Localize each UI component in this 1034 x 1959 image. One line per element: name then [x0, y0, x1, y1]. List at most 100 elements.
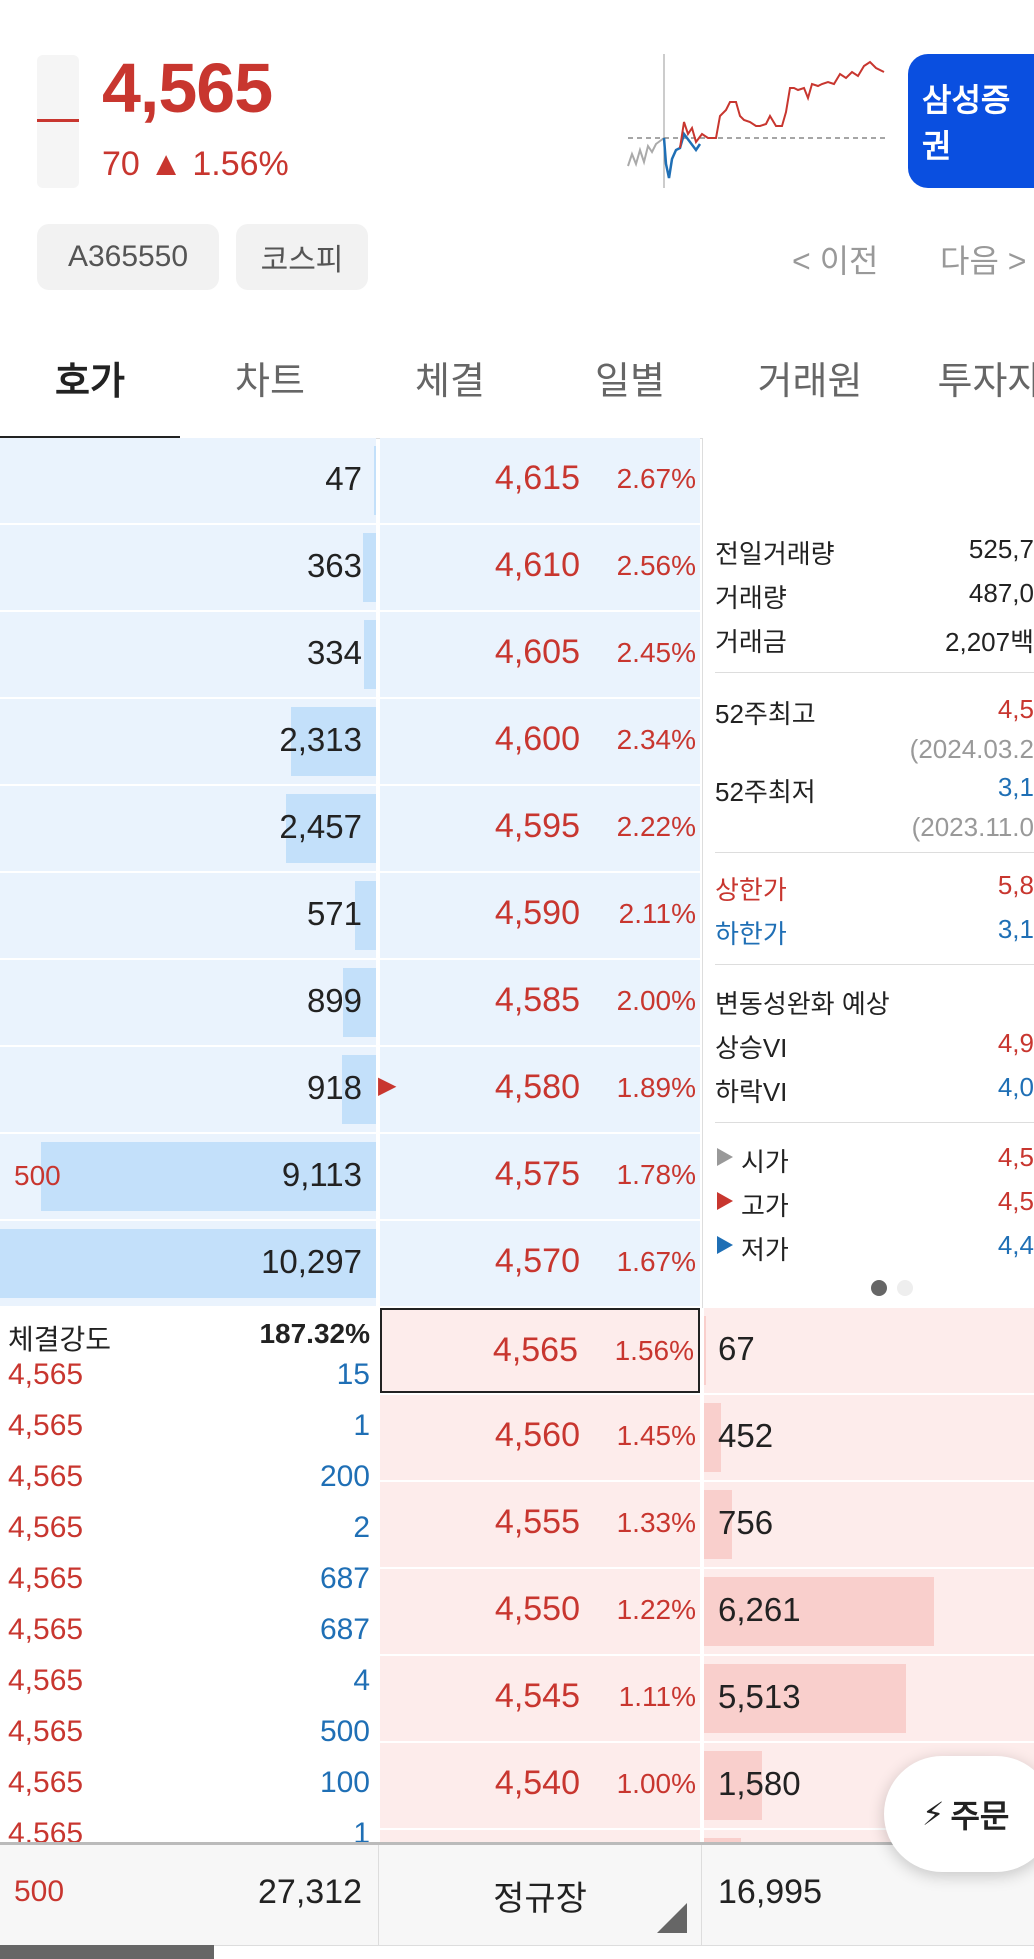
bid-volume: 6,261 [718, 1591, 801, 1628]
tab-2[interactable]: 체결 [415, 361, 485, 403]
ask-row[interactable]: 47 4,615 2.67% [0, 438, 1034, 525]
ask-price-cell[interactable]: 4,610 2.56% [380, 525, 700, 610]
tick-price: 4,565 [8, 1460, 84, 1493]
ask-row[interactable]: 899 4,585 2.00% [0, 960, 1034, 1047]
tick-volume: 687 [319, 1613, 370, 1646]
ask-total: 27,312 [258, 1873, 362, 1911]
ask-volume-cell[interactable]: 2,457 [0, 786, 376, 871]
ask-price-cell[interactable]: 4,595 2.22% [380, 786, 700, 871]
ask-pct: 2.56% [616, 550, 696, 581]
tab-3[interactable]: 일별 [595, 361, 665, 403]
broker-button[interactable]: 삼성증권 [908, 54, 1034, 188]
ask-pct: 2.34% [616, 724, 696, 755]
ask-row[interactable]: 918 ▶ 4,580 1.89% [0, 1047, 1034, 1134]
bid-price-cell[interactable]: 4,550 1.22% [380, 1569, 700, 1654]
ask-price-cell[interactable]: 4,570 1.67% [380, 1221, 700, 1306]
bid-row[interactable]: 4,555 1.33% 756 [0, 1482, 1034, 1569]
tick-volume: 1 [353, 1409, 370, 1442]
tab-5[interactable]: 투자자 [937, 361, 1034, 403]
prev-stock-button[interactable]: < 이전 [792, 243, 879, 279]
tick-list[interactable]: 체결강도 187.32% 4,565 15 4,565 1 4,565 200 4,565 2… [0, 1308, 378, 1842]
tab-4[interactable]: 거래원 [757, 361, 863, 403]
tab-1[interactable]: 차트 [235, 361, 305, 403]
ask-pct: 1.67% [616, 1246, 696, 1277]
session-selector[interactable]: 정규장 [378, 1845, 702, 1945]
ask-row[interactable]: 10,297 4,570 1.67% [0, 1221, 1034, 1308]
vi-up-value: 4,9 [997, 1028, 1034, 1058]
ask-row[interactable]: 363 4,610 2.56% [0, 525, 1034, 612]
session-label: 정규장 [493, 1880, 587, 1918]
tick-volume: 687 [319, 1562, 370, 1595]
ask-price-cell[interactable]: 4,575 1.78% [380, 1134, 700, 1219]
bid-volume-cell[interactable]: 452 [704, 1395, 1034, 1480]
bid-price-cell[interactable]: 4,545 1.11% [380, 1656, 700, 1741]
page-dot-active[interactable] [871, 1280, 887, 1296]
upper-limit-label: 상한가 [715, 875, 787, 905]
lower-limit-label: 하한가 [715, 919, 787, 949]
tick-volume: 2 [353, 1511, 370, 1544]
tick-price: 4,565 [8, 1715, 84, 1748]
ask-price-cell[interactable]: 4,615 2.67% [380, 438, 700, 523]
bid-volume-cell[interactable]: 756 [704, 1482, 1034, 1567]
high52-value: 4,5 [997, 694, 1034, 724]
lightning-icon: ⚡ [922, 1796, 945, 1832]
bottom-tab-bar [214, 1945, 1034, 1959]
ask-price-cell[interactable]: 4,605 2.45% [380, 612, 700, 697]
bid-volume-cell[interactable]: 67 [704, 1308, 1034, 1393]
ask-row[interactable]: 2,313 4,600 2.34% [0, 699, 1034, 786]
ask-row[interactable]: 9,113 500 4,575 1.78% [0, 1134, 1034, 1221]
bid-row[interactable]: 4,545 1.11% 5,513 [0, 1656, 1034, 1743]
ask-volume-bar [362, 533, 376, 602]
bid-pct: 1.00% [616, 1768, 696, 1799]
ask-volume-cell[interactable]: 2,313 [0, 699, 376, 784]
ask-price-cell[interactable]: 4,590 2.11% [380, 873, 700, 958]
bid-price: 4,550 [494, 1590, 580, 1628]
bid-pct: 1.56% [614, 1335, 694, 1366]
ask-volume-cell[interactable]: 918 [0, 1047, 376, 1132]
order-fab[interactable]: ⚡ 주문 [884, 1756, 1034, 1872]
ask-volume-cell[interactable]: 9,113 500 [0, 1134, 376, 1219]
bid-price: 4,545 [494, 1677, 580, 1715]
bid-price-cell[interactable]: 4,565 1.56% [380, 1308, 700, 1393]
ask-price: 4,600 [494, 720, 580, 758]
bid-price-cell[interactable]: 4,555 1.33% [380, 1482, 700, 1567]
next-stock-button[interactable]: 다음 > [940, 243, 1027, 279]
tick-volume: 1 [353, 1817, 370, 1842]
ask-price-cell[interactable]: 4,600 2.34% [380, 699, 700, 784]
ask-volume-cell[interactable]: 47 [0, 438, 376, 523]
bid-volume-cell[interactable]: 5,513 [704, 1656, 1034, 1741]
ask-volume-cell[interactable]: 334 [0, 612, 376, 697]
bid-row[interactable]: 4,540 1.00% 1,580 [0, 1743, 1034, 1830]
ask-price: 4,605 [494, 633, 580, 671]
dropdown-corner-icon [657, 1903, 687, 1933]
ask-volume-cell[interactable]: 363 [0, 525, 376, 610]
ask-row[interactable]: 571 4,590 2.11% [0, 873, 1034, 960]
bid-row[interactable]: 4,565 1.56% 67 [0, 1308, 1034, 1395]
ask-price-cell[interactable]: ▶ 4,580 1.89% [378, 1047, 700, 1132]
ask-row[interactable]: 334 4,605 2.45% [0, 612, 1034, 699]
bid-volume-bar [704, 1577, 934, 1646]
open-label: 시가 [741, 1147, 789, 1177]
bid-price: 4,560 [494, 1416, 580, 1454]
mini-candle-icon [37, 55, 79, 188]
bid-row[interactable]: 4,560 1.45% 452 [0, 1395, 1034, 1482]
tick-volume: 200 [319, 1460, 370, 1493]
tick-price: 4,565 [8, 1766, 84, 1799]
bid-row[interactable]: 4,550 1.22% 6,261 [0, 1569, 1034, 1656]
ask-pct: 2.67% [616, 463, 696, 494]
ask-volume-bar [0, 1229, 376, 1298]
ask-volume: 2,313 [279, 721, 362, 758]
ask-volume-cell[interactable]: 571 [0, 873, 376, 958]
ask-price-cell[interactable]: 4,585 2.00% [380, 960, 700, 1045]
ask-volume-cell[interactable]: 10,297 [0, 1221, 376, 1306]
market-chip[interactable]: 코스피 [236, 224, 368, 290]
bid-volume-cell[interactable]: 6,261 [704, 1569, 1034, 1654]
bid-price-cell[interactable]: 4,540 1.00% [380, 1743, 700, 1828]
tab-0[interactable]: 호가 [55, 361, 125, 403]
info-0-label: 전일거래량 [715, 539, 835, 569]
page-dot[interactable] [897, 1280, 913, 1296]
ask-row[interactable]: 2,457 4,595 2.22% [0, 786, 1034, 873]
bid-price: 4,565 [492, 1331, 578, 1369]
bid-price-cell[interactable]: 4,560 1.45% [380, 1395, 700, 1480]
ask-volume-cell[interactable]: 899 [0, 960, 376, 1045]
